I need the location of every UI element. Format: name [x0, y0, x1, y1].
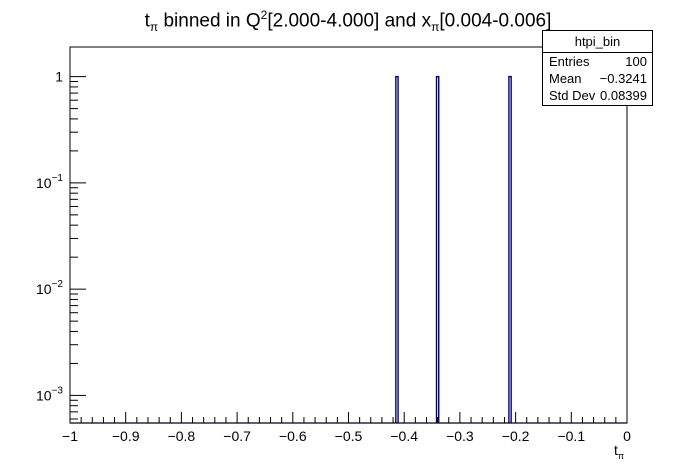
title-range2: [0.004-0.006]	[439, 10, 552, 32]
x-axis-label: tπ	[614, 442, 624, 461]
y-tick-label: 10−3	[36, 385, 63, 403]
x-tick-label: −0.8	[168, 428, 196, 444]
title-sup: 2	[260, 8, 268, 22]
x-axis: −1 −0.9 −0.8 −0.7 −0.6 −0.5 −0.4 −0.3 −0.2 −0.1 0	[62, 412, 631, 444]
stats-value: 100	[625, 54, 647, 69]
stats-label: Std Dev	[549, 88, 596, 103]
plot-frame	[69, 46, 628, 424]
x-tick-label: −0.4	[390, 428, 418, 444]
histogram-bin-1	[435, 75, 440, 423]
x-tick-label: −1	[62, 428, 78, 444]
x-tick-label: −0.3	[446, 428, 474, 444]
x-axis-label-var: t	[614, 442, 618, 458]
y-axis: 10−3 10−2 10−1 1	[36, 69, 86, 420]
stats-label: Entries	[549, 54, 590, 69]
chart-title: tπ binned in Q2[2.000-4.000] and xπ[0.00…	[0, 8, 696, 34]
x-tick-label: −0.1	[557, 428, 585, 444]
y-tick-label: 1	[55, 69, 63, 85]
stats-row-entries: Entries 100	[543, 53, 652, 70]
x-tick-label: −0.2	[502, 428, 530, 444]
stats-box: htpi_bin Entries 100 Mean −0.3241 Std De…	[542, 30, 653, 106]
title-range1: [2.000-4.000] and x	[267, 10, 432, 32]
title-var: t	[144, 10, 150, 32]
x-tick-label: −0.6	[279, 428, 307, 444]
histogram-bin-2	[508, 75, 512, 423]
stats-row-mean: Mean −0.3241	[543, 70, 652, 87]
title-mid: binned in Q	[158, 10, 261, 32]
y-tick-label: 10−1	[36, 173, 63, 191]
stats-value: 0.08399	[600, 88, 647, 103]
histogram-bins	[70, 75, 627, 424]
x-tick-label: −0.7	[223, 428, 251, 444]
x-tick-label: 0	[623, 428, 631, 444]
x-tick-label: −0.9	[112, 428, 140, 444]
stats-label: Mean	[549, 71, 582, 86]
title-var-sub: π	[149, 20, 159, 35]
stats-row-stddev: Std Dev 0.08399	[543, 87, 652, 104]
title-x-sub: π	[431, 20, 440, 35]
stats-name: htpi_bin	[543, 31, 652, 53]
histogram-bin-0	[395, 75, 399, 423]
x-axis-label-sub: π	[617, 450, 625, 461]
y-tick-label: 10−2	[36, 279, 63, 297]
x-tick-label: −0.5	[335, 428, 363, 444]
stats-value: −0.3241	[599, 71, 647, 86]
